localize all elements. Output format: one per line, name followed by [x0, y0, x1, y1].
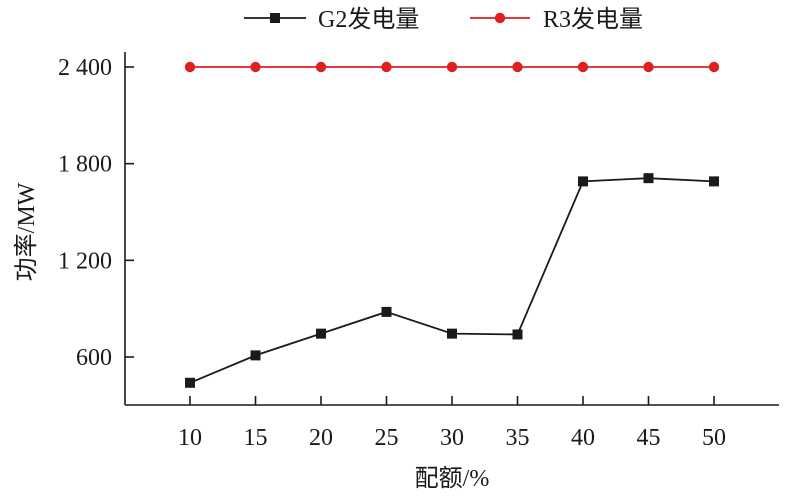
- x-tick-label: 20: [309, 425, 333, 451]
- y-tick-label: 1 200: [58, 248, 112, 274]
- x-tick-label: 50: [702, 425, 726, 451]
- series-2-point: [250, 61, 261, 73]
- y-tick-label: 2 400: [58, 55, 112, 81]
- series-2-point: [184, 61, 196, 73]
- x-tick-label: 25: [375, 425, 399, 451]
- series-1-line: [189, 177, 715, 384]
- x-tick-label: 10: [178, 425, 202, 451]
- series-1-point: [512, 329, 523, 340]
- series-2-point: [643, 61, 654, 73]
- legend-series-2-marker: [494, 12, 506, 24]
- legend-series-2-label: R3发电量: [543, 6, 643, 33]
- series-1-point: [381, 306, 392, 317]
- plot-area: [184, 61, 720, 388]
- series-1-point: [578, 176, 588, 187]
- y-axis-label: 功率/MW: [13, 182, 40, 281]
- y-tick-label: 1 800: [58, 152, 112, 178]
- x-tick-label: 15: [244, 425, 268, 451]
- x-tick-label: 45: [637, 425, 661, 451]
- series-1-point: [250, 350, 261, 361]
- series-1-point: [643, 173, 654, 184]
- chart-axes: 600 1 200 1 800 2 400 10 15 20 25 30 35 40 45 50: [58, 52, 779, 451]
- x-tick-label: 35: [506, 425, 530, 451]
- series-2-point: [577, 61, 589, 73]
- y-tick-label: 600: [76, 345, 112, 371]
- series-2-point: [512, 61, 523, 73]
- x-axis-label: 配额/%: [415, 465, 490, 492]
- series-2-point: [381, 61, 392, 73]
- legend: G2发电量 R3发电量: [244, 6, 643, 33]
- legend-series-1-marker: [270, 13, 280, 23]
- series-1-point: [709, 176, 719, 187]
- series-2-point: [708, 61, 720, 73]
- x-tick-label: 40: [571, 425, 595, 451]
- series-2-point: [315, 61, 327, 73]
- series-2-point: [446, 61, 458, 73]
- x-tick-label: 30: [440, 425, 464, 451]
- legend-series-1-label: G2发电量: [318, 6, 419, 33]
- series-1-point: [185, 377, 195, 388]
- series-1-point: [316, 328, 326, 339]
- series-1-point: [447, 328, 457, 339]
